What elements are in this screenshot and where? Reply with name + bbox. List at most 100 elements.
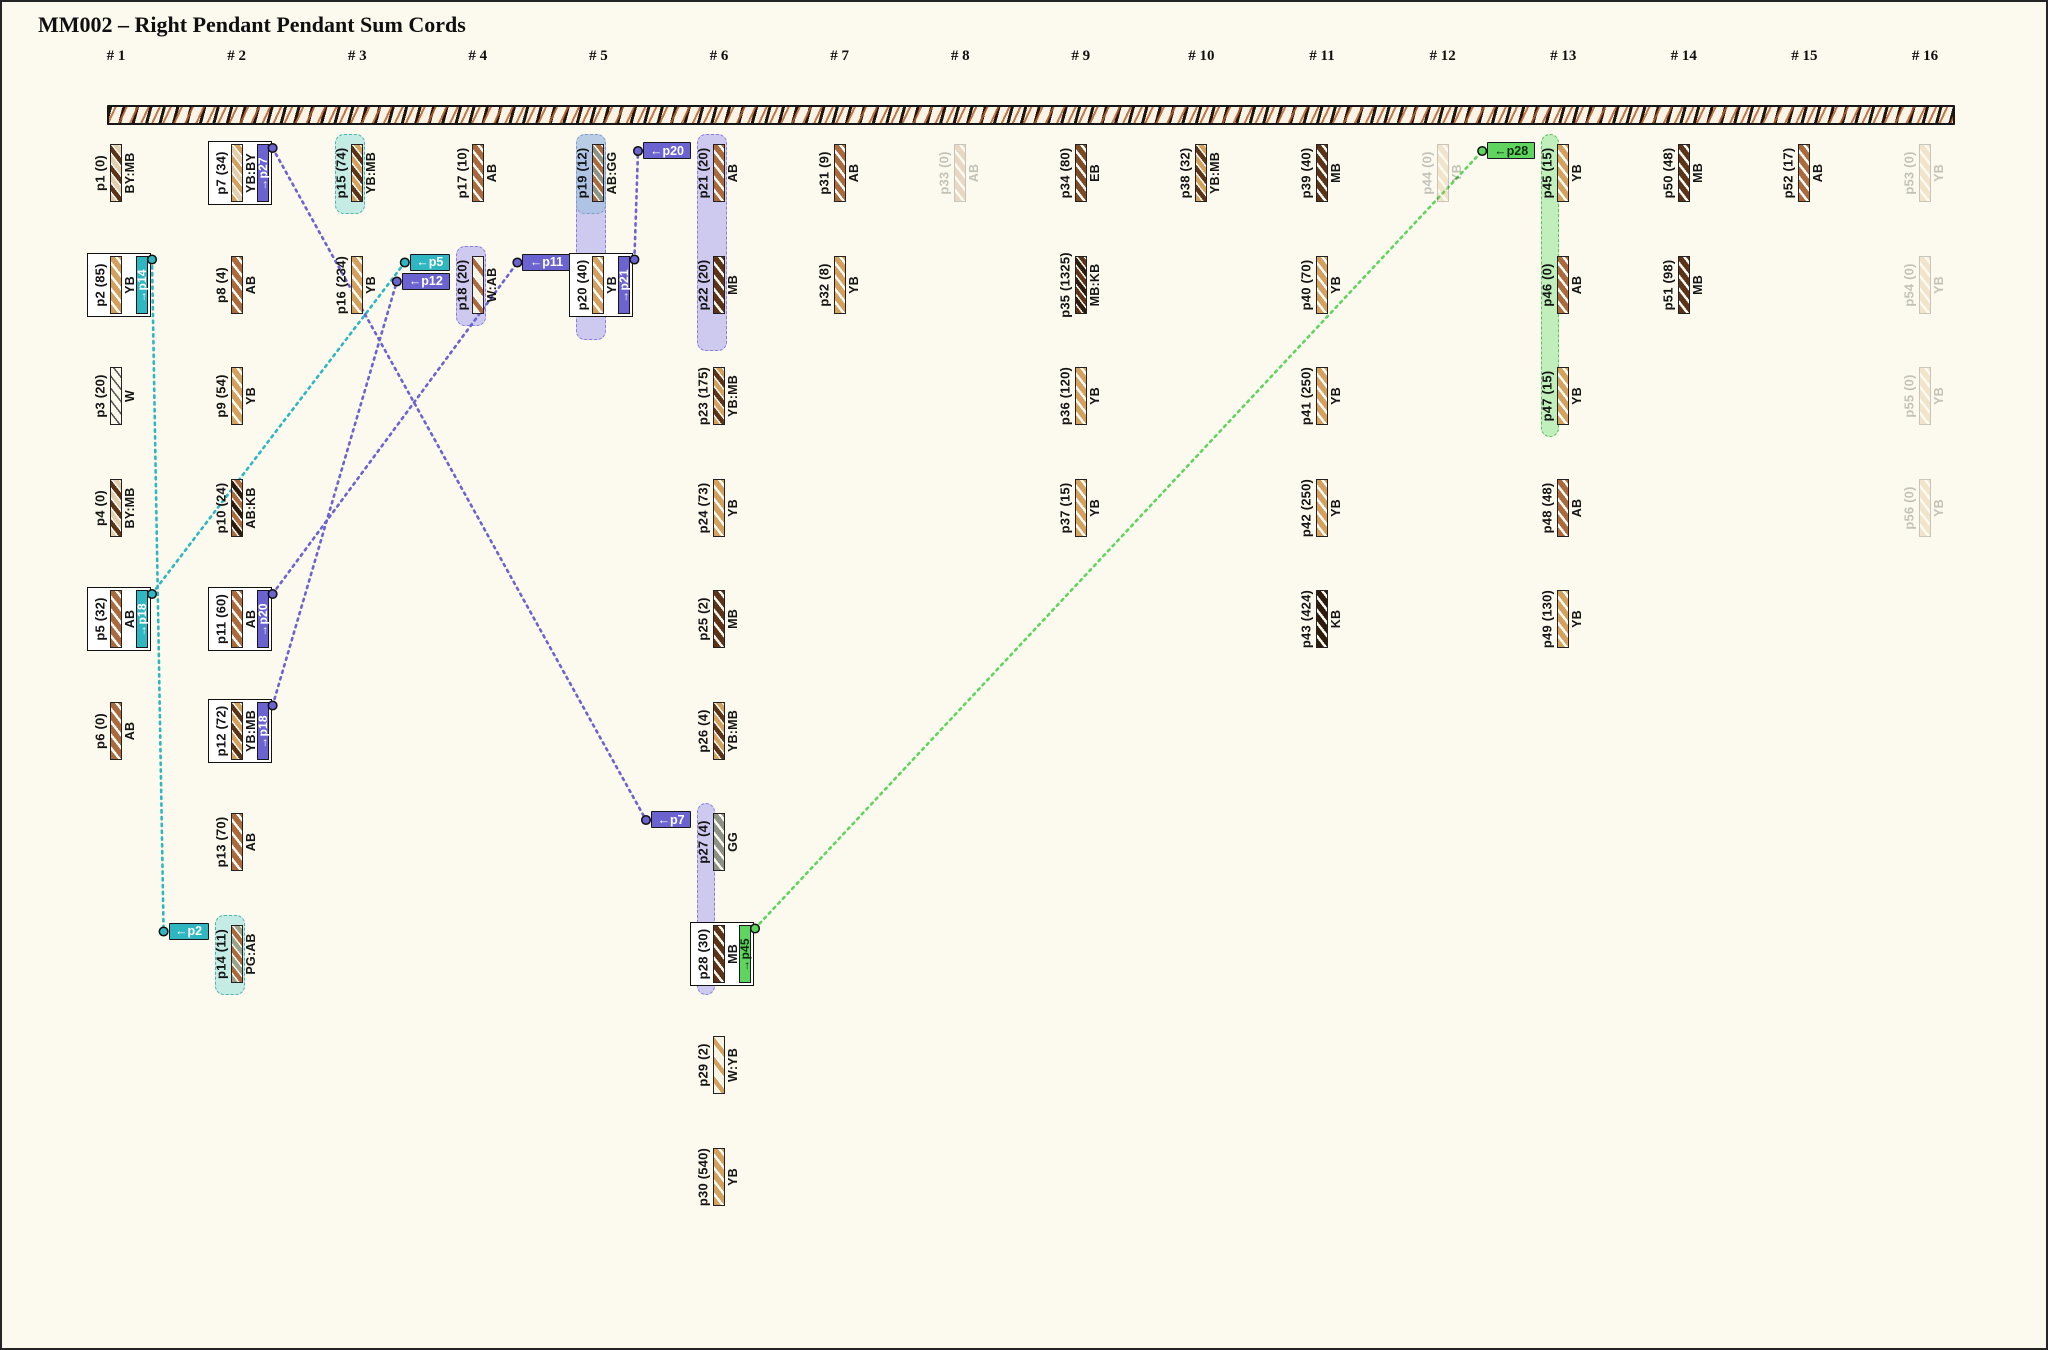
pendant-p25[interactable]: p25 (2) MB xyxy=(689,578,759,660)
pendant-cord-bar[interactable] xyxy=(1919,478,1931,537)
pendant-p53[interactable]: p53 (0) YB xyxy=(1895,132,1965,214)
pendant-p56[interactable]: p56 (0) YB xyxy=(1895,467,1965,549)
pendant-p26[interactable]: p26 (4) YB:MB xyxy=(689,690,759,772)
pendant-cord-bar[interactable] xyxy=(592,144,605,202)
pendant-p41[interactable]: p41 (250) YB xyxy=(1292,355,1362,437)
pendant-cord-bar[interactable] xyxy=(1677,255,1690,314)
pendant-cord-bar[interactable] xyxy=(110,701,122,760)
pendant-p40[interactable]: p40 (70) YB xyxy=(1292,244,1362,326)
pendant-p54[interactable]: p54 (0) YB xyxy=(1895,244,1965,326)
pendant-p44[interactable]: p44 (0) YB xyxy=(1413,132,1483,214)
pendant-p2[interactable]: p2 (85) YB →p14 xyxy=(86,244,156,326)
pendant-cord-bar[interactable] xyxy=(230,144,243,202)
pendant-cord-bar[interactable] xyxy=(1316,590,1328,648)
pendant-p10[interactable]: p10 (24) AB:KB xyxy=(207,467,277,549)
pendant-cord-bar[interactable] xyxy=(351,144,364,202)
pendant-cord-bar[interactable] xyxy=(230,701,243,760)
pendant-cord-bar[interactable] xyxy=(713,478,725,537)
pendant-cord-bar[interactable] xyxy=(230,813,243,871)
pendant-cord-bar[interactable] xyxy=(833,255,846,314)
pendant-cord-bar[interactable] xyxy=(1557,255,1570,314)
pendant-cord-bar[interactable] xyxy=(713,813,725,871)
pendant-p32[interactable]: p32 (8) YB xyxy=(810,244,880,326)
sum-out-to-p45[interactable]: →p45 xyxy=(738,924,752,983)
pendant-p38[interactable]: p38 (32) YB:MB xyxy=(1171,132,1241,214)
pendant-p34[interactable]: p34 (80) EB xyxy=(1051,132,1121,214)
pendant-p4[interactable]: p4 (0) BY:MB xyxy=(86,467,156,549)
sum-in-from-p20[interactable]: ←p20 xyxy=(643,142,691,159)
pendant-cord-bar[interactable] xyxy=(713,1036,725,1094)
pendant-p50[interactable]: p50 (48) MB xyxy=(1654,132,1724,214)
pendant-p46[interactable]: p46 (0) AB xyxy=(1533,244,1603,326)
pendant-p14[interactable]: p14 (11) PG:AB xyxy=(207,913,277,995)
pendant-cord-bar[interactable] xyxy=(471,255,484,314)
sum-in-from-p5[interactable]: ←p5 xyxy=(409,253,450,271)
sum-out-to-p27[interactable]: →p27 xyxy=(256,144,270,202)
pendant-p11[interactable]: p11 (60) AB →p20 xyxy=(207,578,277,660)
pendant-cord-bar[interactable] xyxy=(230,478,243,537)
pendant-p15[interactable]: p15 (74) YB:MB xyxy=(327,132,397,214)
pendant-p1[interactable]: p1 (0) BY:MB xyxy=(86,132,156,214)
pendant-cord-bar[interactable] xyxy=(1436,144,1449,202)
pendant-cord-bar[interactable] xyxy=(713,367,725,425)
sum-in-from-p2[interactable]: ←p2 xyxy=(168,922,209,940)
pendant-p30[interactable]: p30 (540) YB xyxy=(689,1136,759,1218)
pendant-p20[interactable]: p20 (40) YB →p21 xyxy=(568,244,638,326)
pendant-p7[interactable]: p7 (34) YB:BY →p27 xyxy=(207,132,277,214)
pendant-cord-bar[interactable] xyxy=(1316,144,1328,202)
pendant-cord-bar[interactable] xyxy=(713,590,725,648)
sum-in-from-p7[interactable]: ←p7 xyxy=(651,811,691,828)
pendant-p24[interactable]: p24 (73) YB xyxy=(689,467,759,549)
pendant-p35[interactable]: p35 (1325) MB:KB xyxy=(1051,244,1121,326)
pendant-cord-bar[interactable] xyxy=(713,255,725,314)
sum-in-from-p11[interactable]: ←p11 xyxy=(522,253,571,271)
pendant-p33[interactable]: p33 (0) AB xyxy=(930,132,1000,214)
pendant-p48[interactable]: p48 (48) AB xyxy=(1533,467,1603,549)
pendant-cord-bar[interactable] xyxy=(1074,144,1087,202)
pendant-cord-bar[interactable] xyxy=(110,144,122,202)
pendant-p16[interactable]: p16 (234) YB xyxy=(327,244,397,326)
sum-out-to-p18[interactable]: →p18 xyxy=(256,701,270,760)
pendant-p19[interactable]: p19 (12) AB:GG xyxy=(568,132,638,214)
pendant-cord-bar[interactable] xyxy=(1557,367,1570,425)
pendant-p13[interactable]: p13 (70) AB xyxy=(207,801,277,883)
pendant-cord-bar[interactable] xyxy=(1557,590,1570,648)
pendant-cord-bar[interactable] xyxy=(110,590,122,648)
sum-out-to-p18[interactable]: →p18 xyxy=(135,590,149,648)
sum-out-to-p14[interactable]: →p14 xyxy=(135,255,149,314)
pendant-cord-bar[interactable] xyxy=(230,367,243,425)
pendant-p27[interactable]: p27 (4) GG xyxy=(689,801,759,883)
pendant-p5[interactable]: p5 (32) AB →p18 xyxy=(86,578,156,660)
pendant-cord-bar[interactable] xyxy=(713,924,725,983)
pendant-cord-bar[interactable] xyxy=(110,478,122,537)
pendant-cord-bar[interactable] xyxy=(1798,144,1811,202)
pendant-cord-bar[interactable] xyxy=(230,590,243,648)
pendant-p21[interactable]: p21 (20) AB xyxy=(689,132,759,214)
pendant-cord-bar[interactable] xyxy=(230,255,243,314)
pendant-cord-bar[interactable] xyxy=(833,144,846,202)
pendant-cord-bar[interactable] xyxy=(1074,478,1087,537)
pendant-cord-bar[interactable] xyxy=(230,924,243,983)
pendant-p9[interactable]: p9 (54) YB xyxy=(207,355,277,437)
pendant-p47[interactable]: p47 (15) YB xyxy=(1533,355,1603,437)
pendant-cord-bar[interactable] xyxy=(713,701,725,760)
pendant-cord-bar[interactable] xyxy=(713,144,725,202)
pendant-cord-bar[interactable] xyxy=(1074,367,1087,425)
pendant-p43[interactable]: p43 (424) KB xyxy=(1292,578,1362,660)
pendant-p49[interactable]: p49 (130) YB xyxy=(1533,578,1603,660)
pendant-p3[interactable]: p3 (20) W xyxy=(86,355,156,437)
pendant-cord-bar[interactable] xyxy=(713,1147,725,1206)
pendant-cord-bar[interactable] xyxy=(1919,367,1931,425)
pendant-p42[interactable]: p42 (250) YB xyxy=(1292,467,1362,549)
pendant-cord-bar[interactable] xyxy=(592,255,605,314)
pendant-cord-bar[interactable] xyxy=(1919,144,1931,202)
sum-in-from-p28[interactable]: ←p28 xyxy=(1487,142,1536,159)
pendant-p31[interactable]: p31 (9) AB xyxy=(810,132,880,214)
pendant-cord-bar[interactable] xyxy=(110,255,122,314)
pendant-p23[interactable]: p23 (175) YB:MB xyxy=(689,355,759,437)
pendant-p28[interactable]: p28 (30) MB →p45 xyxy=(689,913,759,995)
pendant-p12[interactable]: p12 (72) YB:MB →p18 xyxy=(207,690,277,772)
pendant-p51[interactable]: p51 (98) MB xyxy=(1654,244,1724,326)
pendant-cord-bar[interactable] xyxy=(1316,367,1328,425)
pendant-p36[interactable]: p36 (120) YB xyxy=(1051,355,1121,437)
